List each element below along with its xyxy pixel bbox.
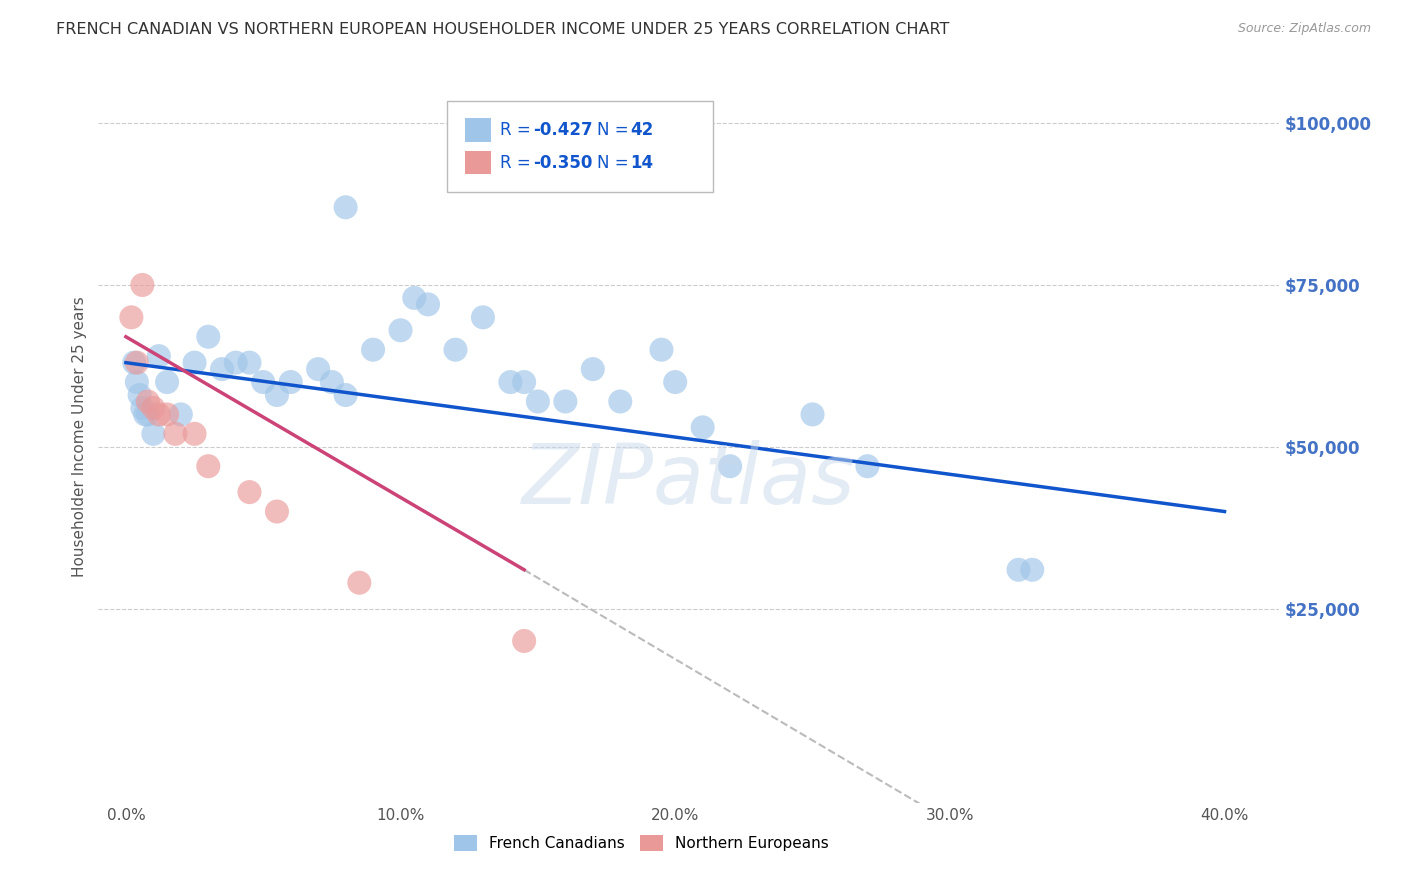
Point <box>136 394 159 409</box>
Text: -0.427: -0.427 <box>533 121 593 139</box>
Point <box>156 375 179 389</box>
Point <box>527 394 550 409</box>
Point <box>134 408 156 422</box>
Point <box>156 408 179 422</box>
Point <box>361 343 384 357</box>
Point <box>801 408 824 422</box>
Point <box>128 388 150 402</box>
Point <box>307 362 329 376</box>
Point <box>238 485 260 500</box>
Point <box>404 291 426 305</box>
Point <box>650 343 672 357</box>
FancyBboxPatch shape <box>464 118 491 142</box>
Text: N =: N = <box>596 153 634 172</box>
Point <box>266 504 288 518</box>
Point <box>125 375 148 389</box>
Point <box>211 362 233 376</box>
Point <box>280 375 302 389</box>
Text: 14: 14 <box>630 153 652 172</box>
Point <box>609 394 631 409</box>
Point <box>692 420 714 434</box>
Point <box>136 408 159 422</box>
Text: 42: 42 <box>630 121 654 139</box>
Point <box>238 356 260 370</box>
Point <box>335 200 357 214</box>
Point <box>582 362 605 376</box>
Point <box>513 375 536 389</box>
Point <box>416 297 439 311</box>
Point <box>131 401 153 415</box>
Point <box>513 634 536 648</box>
Point <box>131 277 153 292</box>
Text: Source: ZipAtlas.com: Source: ZipAtlas.com <box>1237 22 1371 36</box>
Point <box>183 426 205 441</box>
Point <box>142 401 165 415</box>
FancyBboxPatch shape <box>464 151 491 175</box>
Text: FRENCH CANADIAN VS NORTHERN EUROPEAN HOUSEHOLDER INCOME UNDER 25 YEARS CORRELATI: FRENCH CANADIAN VS NORTHERN EUROPEAN HOU… <box>56 22 949 37</box>
Point <box>1021 563 1043 577</box>
Point <box>120 310 142 325</box>
Text: -0.350: -0.350 <box>533 153 592 172</box>
Point <box>321 375 343 389</box>
Point <box>856 459 879 474</box>
Point <box>148 349 170 363</box>
Point <box>183 356 205 370</box>
Point <box>266 388 288 402</box>
Point <box>718 459 741 474</box>
Point <box>471 310 494 325</box>
Point <box>499 375 522 389</box>
Legend: French Canadians, Northern Europeans: French Canadians, Northern Europeans <box>449 830 835 857</box>
Point <box>165 426 187 441</box>
Text: R =: R = <box>501 153 536 172</box>
Text: R =: R = <box>501 121 536 139</box>
Point <box>554 394 576 409</box>
Point <box>197 330 219 344</box>
Point <box>664 375 686 389</box>
Text: ZIPatlas: ZIPatlas <box>522 441 856 522</box>
Point <box>444 343 467 357</box>
FancyBboxPatch shape <box>447 101 713 192</box>
Point <box>1007 563 1029 577</box>
Y-axis label: Householder Income Under 25 years: Householder Income Under 25 years <box>72 297 87 577</box>
Text: N =: N = <box>596 121 634 139</box>
Point <box>170 408 193 422</box>
Point <box>252 375 274 389</box>
Point <box>335 388 357 402</box>
Point <box>125 356 148 370</box>
Point <box>225 356 247 370</box>
Point <box>142 426 165 441</box>
Point <box>389 323 412 337</box>
Point <box>122 356 145 370</box>
Point <box>349 575 371 590</box>
Point <box>197 459 219 474</box>
Point <box>148 408 170 422</box>
